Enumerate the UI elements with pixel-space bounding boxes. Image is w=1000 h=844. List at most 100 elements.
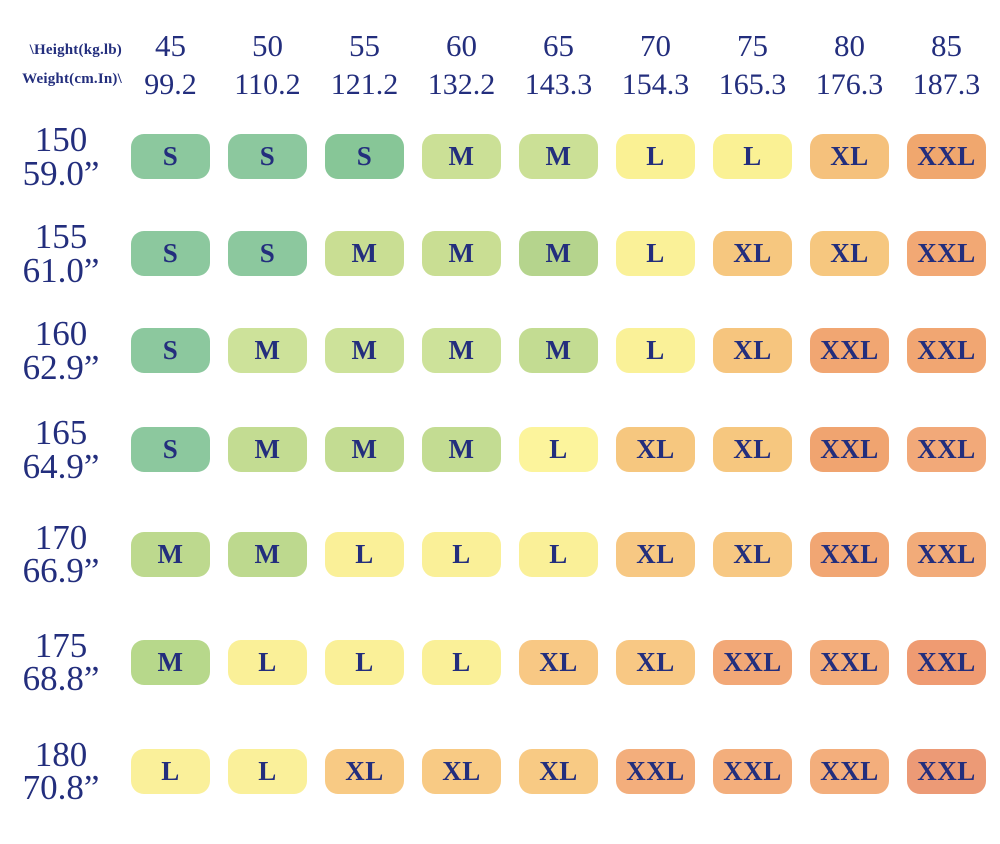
size-cell: XXL xyxy=(810,748,889,794)
column-lb-value: 121.2 xyxy=(330,68,399,101)
size-cell: XXL xyxy=(713,639,792,685)
column-lb-value: 132.2 xyxy=(427,68,496,101)
row-inch-value: 59.0” xyxy=(22,153,100,193)
cell-wrap: M xyxy=(122,531,219,577)
cell-wrap: M xyxy=(510,134,607,179)
column-header-50kg: 50 110.2 xyxy=(219,0,316,100)
size-cell: L xyxy=(228,748,307,794)
axis-corner-label: \Height(kg.lb) Weight(cm.In)\ xyxy=(0,0,122,95)
size-cell: L xyxy=(616,231,695,276)
column-kg-value: 55 xyxy=(349,28,380,63)
column-lb-value: 187.3 xyxy=(912,68,981,101)
header-row: \Height(kg.lb) Weight(cm.In)\ 45 99.2 50 11… xyxy=(0,0,1000,108)
table-row: 155 61.0” S S M M M L XL XL XXL xyxy=(0,205,1000,302)
size-cell: XXL xyxy=(810,427,889,472)
column-kg-value: 50 xyxy=(252,28,283,63)
size-cell: L xyxy=(422,531,501,577)
size-cell: XL xyxy=(713,531,792,577)
table-row: 175 68.8” M L L L XL XL XXL XXL XXL xyxy=(0,608,1000,716)
size-cell: M xyxy=(422,427,501,472)
table-row: 165 64.9” S M M M L XL XL XXL XXL xyxy=(0,399,1000,500)
column-header-45kg: 45 99.2 xyxy=(122,0,219,100)
size-cell: S xyxy=(131,231,210,276)
cell-wrap: S xyxy=(122,328,219,373)
size-cell: M xyxy=(131,639,210,685)
cell-wrap: XL xyxy=(704,427,801,472)
size-cell: M xyxy=(325,427,404,472)
size-cell: M xyxy=(228,328,307,373)
cell-wrap: M xyxy=(219,531,316,577)
cell-wrap: XL xyxy=(801,134,898,179)
row-header-150cm: 150 59.0” xyxy=(0,122,122,193)
size-cell: XXL xyxy=(907,531,986,577)
cell-wrap: XXL xyxy=(801,328,898,373)
size-cell: L xyxy=(325,531,404,577)
corner-weight-label: Weight(cm.In)\ xyxy=(22,71,122,88)
size-cell: M xyxy=(228,531,307,577)
row-inch-value: 64.9” xyxy=(22,446,100,486)
column-kg-value: 45 xyxy=(155,28,186,63)
column-header-85kg: 85 187.3 xyxy=(898,0,995,100)
size-cell: L xyxy=(519,427,598,472)
cell-wrap: XXL xyxy=(704,748,801,794)
size-cell: S xyxy=(228,134,307,179)
row-inch-value: 61.0” xyxy=(22,250,100,290)
size-cell: S xyxy=(228,231,307,276)
cell-wrap: L xyxy=(413,531,510,577)
size-cell: XL xyxy=(616,427,695,472)
size-cell: L xyxy=(228,639,307,685)
size-cell: XXL xyxy=(810,531,889,577)
cell-wrap: XL xyxy=(316,748,413,794)
column-lb-value: 154.3 xyxy=(621,68,690,101)
cell-wrap: XXL xyxy=(898,427,995,472)
cell-wrap: XXL xyxy=(898,328,995,373)
cell-wrap: M xyxy=(413,328,510,373)
column-kg-value: 85 xyxy=(931,28,962,63)
size-cell: XXL xyxy=(616,748,695,794)
cell-wrap: L xyxy=(704,134,801,179)
size-cell: XXL xyxy=(810,639,889,685)
size-cell: M xyxy=(519,231,598,276)
size-cell: L xyxy=(713,134,792,179)
size-cell: XL xyxy=(713,427,792,472)
cell-wrap: L xyxy=(607,328,704,373)
cell-wrap: S xyxy=(219,134,316,179)
cell-wrap: S xyxy=(316,134,413,179)
cell-wrap: M xyxy=(413,134,510,179)
column-kg-value: 65 xyxy=(543,28,574,63)
cell-wrap: XXL xyxy=(898,639,995,685)
cell-wrap: L xyxy=(316,639,413,685)
size-cell: S xyxy=(131,427,210,472)
column-lb-value: 110.2 xyxy=(234,68,301,101)
row-cm-value: 175 xyxy=(34,625,88,665)
row-cm-value: 170 xyxy=(34,517,88,557)
row-inch-value: 68.8” xyxy=(22,659,100,698)
column-kg-value: 70 xyxy=(640,28,671,63)
cell-wrap: L xyxy=(607,134,704,179)
size-cell: L xyxy=(616,328,695,373)
cell-wrap: S xyxy=(122,134,219,179)
size-cell: L xyxy=(422,639,501,685)
cell-wrap: XXL xyxy=(607,748,704,794)
cell-wrap: M xyxy=(219,328,316,373)
size-cell: M xyxy=(422,328,501,373)
size-cell: XXL xyxy=(907,427,986,472)
size-cell: M xyxy=(519,328,598,373)
cell-wrap: XL xyxy=(510,639,607,685)
size-cell: XXL xyxy=(907,134,986,179)
cell-wrap: S xyxy=(122,427,219,472)
column-header-55kg: 55 121.2 xyxy=(316,0,413,100)
cell-wrap: XXL xyxy=(898,748,995,794)
cell-wrap: XL xyxy=(704,231,801,276)
cell-wrap: XXL xyxy=(801,639,898,685)
cell-wrap: XL xyxy=(704,531,801,577)
size-cell: XL xyxy=(713,328,792,373)
cell-wrap: M xyxy=(510,328,607,373)
cell-wrap: XL xyxy=(413,748,510,794)
size-cell: M xyxy=(422,134,501,179)
cell-wrap: L xyxy=(122,748,219,794)
size-cell: S xyxy=(325,134,404,179)
cell-wrap: L xyxy=(607,231,704,276)
row-cm-value: 165 xyxy=(34,413,88,453)
